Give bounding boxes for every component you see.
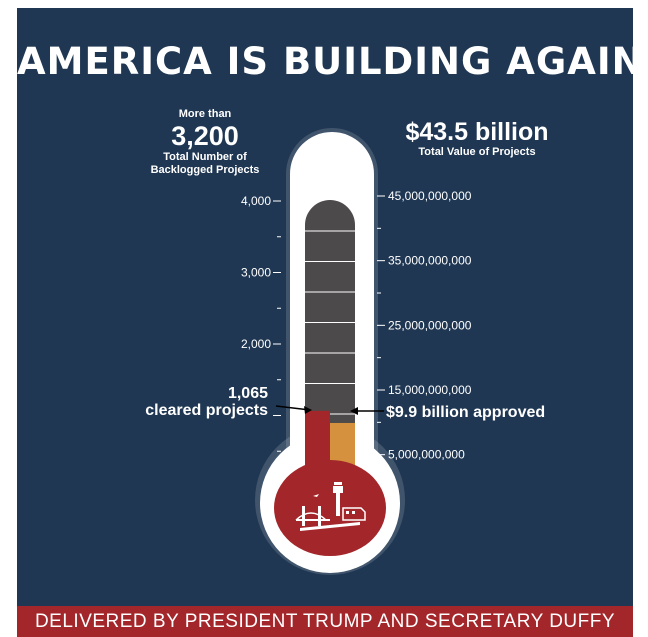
stat-value: $43.5 billion	[405, 118, 549, 146]
right-axis-tick-label: 5,000,000,000	[388, 448, 465, 462]
thermometer-bulb	[274, 460, 386, 556]
right-axis-tick-label: 15,000,000,000	[388, 383, 472, 397]
total-value-stat: $43.5 billion Total Value of Projects	[382, 118, 572, 159]
right-axis: 5,000,000,000 15,000,000,000 25,000,000,00…	[377, 189, 472, 462]
approved-value-label: $9.9 billion approved	[386, 404, 545, 421]
left-axis-tick-label: 2,000	[241, 337, 271, 351]
right-axis-tick-label: 35,000,000,000	[388, 254, 472, 268]
approved-arrow	[350, 407, 384, 415]
left-axis: 2,000 3,000 4,000	[241, 194, 281, 452]
stat-value: 3,200	[171, 121, 239, 151]
right-axis-tick-label: 25,000,000,000	[388, 318, 472, 332]
backlogged-projects-stat: More than 3,200 Total Number of Backlogg…	[141, 108, 269, 177]
right-axis-tick-label: 45,000,000,000	[388, 189, 472, 203]
left-axis-tick-label: 3,000	[241, 266, 271, 280]
page-title: AMERICA IS BUILDING AGAIN	[17, 40, 633, 83]
stat-label-line1: Total Number of	[163, 151, 247, 163]
stat-prefix: More than	[178, 108, 232, 120]
stat-label-line2: Backlogged Projects	[150, 164, 260, 176]
cleared-arrow	[275, 405, 312, 414]
left-axis-tick-label: 4,000	[241, 194, 271, 208]
stat-label: Total Value of Projects	[418, 146, 536, 158]
cleared-value-label: 1,065	[228, 385, 268, 402]
cleared-projects-label: cleared projects	[145, 402, 268, 419]
infrastructure-illustration-icon	[295, 482, 366, 531]
footer-banner: DELIVERED BY PRESIDENT TRUMP AND SECRETA…	[17, 606, 633, 637]
